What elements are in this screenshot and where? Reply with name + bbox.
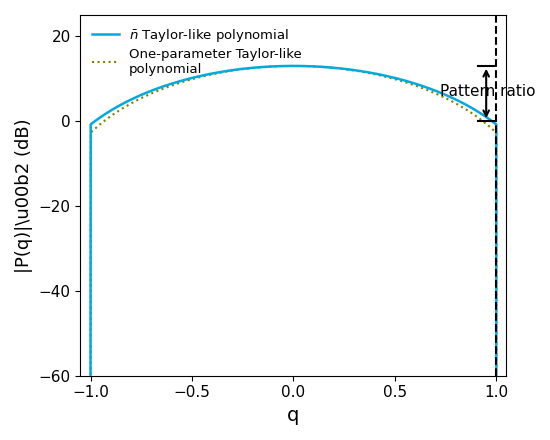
X-axis label: q: q [287,406,300,425]
Legend: $\bar{n}$ Taylor-like polynomial, One-parameter Taylor-like
polynomial: $\bar{n}$ Taylor-like polynomial, One-pa… [87,22,307,81]
Text: Pattern ratio: Pattern ratio [439,84,535,99]
Y-axis label: |P(q)|\u00b2 (dB): |P(q)|\u00b2 (dB) [15,118,33,273]
